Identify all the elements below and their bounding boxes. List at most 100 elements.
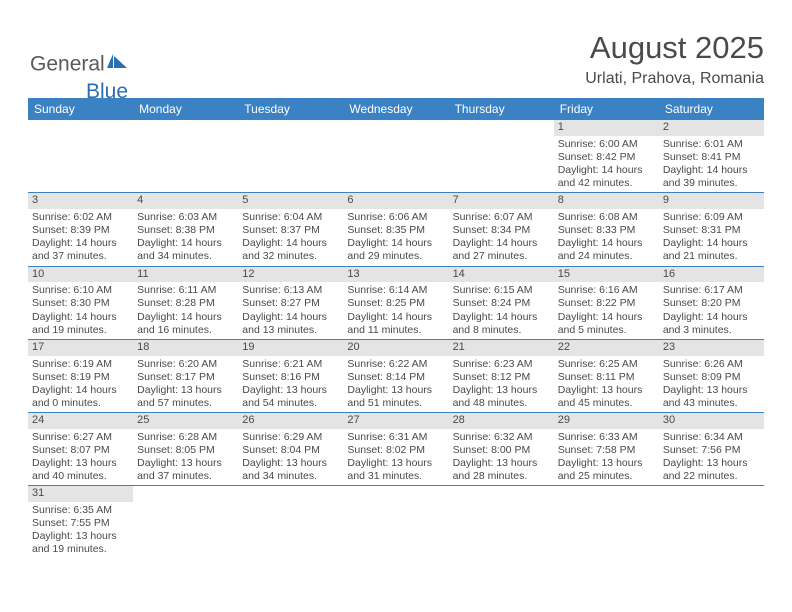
day-body: [133, 138, 238, 193]
day-info-line: [453, 151, 550, 164]
day-number: 8: [554, 193, 659, 209]
day-number: 27: [343, 413, 448, 429]
day-info-line: Daylight: 13 hours: [558, 384, 655, 397]
day-info-line: Daylight: 13 hours: [663, 457, 760, 470]
calendar-cell: 21Sunrise: 6:23 AMSunset: 8:12 PMDayligh…: [449, 339, 554, 412]
day-info-line: Daylight: 14 hours: [347, 311, 444, 324]
day-info-line: Daylight: 13 hours: [242, 384, 339, 397]
day-info-line: Sunrise: 6:07 AM: [453, 211, 550, 224]
day-info-line: and 34 minutes.: [242, 470, 339, 483]
calendar-cell: [238, 120, 343, 193]
day-info-line: [347, 138, 444, 151]
day-body: Sunrise: 6:04 AMSunset: 8:37 PMDaylight:…: [238, 211, 343, 266]
weekday-header-row: Sunday Monday Tuesday Wednesday Thursday…: [28, 98, 764, 120]
calendar-cell: [343, 120, 448, 193]
day-info-line: [558, 543, 655, 556]
day-body: [238, 138, 343, 193]
day-info-line: Daylight: 14 hours: [242, 311, 339, 324]
day-number: 12: [238, 267, 343, 283]
weekday-header: Wednesday: [343, 98, 448, 120]
calendar-cell: 29Sunrise: 6:33 AMSunset: 7:58 PMDayligh…: [554, 413, 659, 486]
weekday-header: Friday: [554, 98, 659, 120]
day-body: [238, 504, 343, 559]
day-body: Sunrise: 6:14 AMSunset: 8:25 PMDaylight:…: [343, 284, 448, 339]
day-info-line: Daylight: 14 hours: [32, 237, 129, 250]
day-number: 14: [449, 267, 554, 283]
calendar-cell: 5Sunrise: 6:04 AMSunset: 8:37 PMDaylight…: [238, 193, 343, 266]
day-info-line: and 28 minutes.: [453, 470, 550, 483]
day-info-line: Sunrise: 6:20 AM: [137, 358, 234, 371]
day-info-line: Sunset: 8:34 PM: [453, 224, 550, 237]
day-info-line: [242, 504, 339, 517]
day-number: [238, 486, 343, 502]
day-info-line: Sunset: 8:19 PM: [32, 371, 129, 384]
day-info-line: Sunrise: 6:15 AM: [453, 284, 550, 297]
day-info-line: Sunrise: 6:00 AM: [558, 138, 655, 151]
day-info-line: and 13 minutes.: [242, 324, 339, 337]
day-number: 18: [133, 340, 238, 356]
day-info-line: Sunset: 8:11 PM: [558, 371, 655, 384]
calendar-cell: [343, 486, 448, 559]
day-info-line: Daylight: 14 hours: [663, 237, 760, 250]
day-info-line: Sunset: 7:56 PM: [663, 444, 760, 457]
calendar-cell: 13Sunrise: 6:14 AMSunset: 8:25 PMDayligh…: [343, 266, 448, 339]
calendar-cell: 14Sunrise: 6:15 AMSunset: 8:24 PMDayligh…: [449, 266, 554, 339]
day-body: Sunrise: 6:13 AMSunset: 8:27 PMDaylight:…: [238, 284, 343, 339]
logo-text-2: Blue: [86, 80, 128, 104]
day-body: [554, 504, 659, 559]
flag-icon: [107, 50, 129, 74]
day-body: Sunrise: 6:23 AMSunset: 8:12 PMDaylight:…: [449, 358, 554, 413]
day-info-line: [32, 164, 129, 177]
day-info-line: Sunset: 8:41 PM: [663, 151, 760, 164]
day-info-line: Sunrise: 6:33 AM: [558, 431, 655, 444]
day-body: Sunrise: 6:22 AMSunset: 8:14 PMDaylight:…: [343, 358, 448, 413]
day-body: Sunrise: 6:20 AMSunset: 8:17 PMDaylight:…: [133, 358, 238, 413]
calendar-cell: 19Sunrise: 6:21 AMSunset: 8:16 PMDayligh…: [238, 339, 343, 412]
day-number: 24: [28, 413, 133, 429]
day-info-line: and 54 minutes.: [242, 397, 339, 410]
calendar-cell: 27Sunrise: 6:31 AMSunset: 8:02 PMDayligh…: [343, 413, 448, 486]
day-number: 1: [554, 120, 659, 136]
day-info-line: [558, 504, 655, 517]
day-info-line: Daylight: 13 hours: [137, 457, 234, 470]
calendar-cell: 8Sunrise: 6:08 AMSunset: 8:33 PMDaylight…: [554, 193, 659, 266]
day-body: Sunrise: 6:11 AMSunset: 8:28 PMDaylight:…: [133, 284, 238, 339]
day-body: Sunrise: 6:19 AMSunset: 8:19 PMDaylight:…: [28, 358, 133, 413]
day-info-line: Sunset: 8:00 PM: [453, 444, 550, 457]
day-body: Sunrise: 6:09 AMSunset: 8:31 PMDaylight:…: [659, 211, 764, 266]
day-info-line: Daylight: 14 hours: [558, 237, 655, 250]
day-info-line: Sunrise: 6:31 AM: [347, 431, 444, 444]
day-number: 16: [659, 267, 764, 283]
day-info-line: [453, 530, 550, 543]
day-number: 20: [343, 340, 448, 356]
calendar-row: 10Sunrise: 6:10 AMSunset: 8:30 PMDayligh…: [28, 266, 764, 339]
day-info-line: [137, 177, 234, 190]
day-info-line: Sunrise: 6:02 AM: [32, 211, 129, 224]
day-info-line: Daylight: 13 hours: [32, 530, 129, 543]
day-info-line: [453, 177, 550, 190]
day-info-line: and 34 minutes.: [137, 250, 234, 263]
day-info-line: Sunset: 8:05 PM: [137, 444, 234, 457]
calendar-table: Sunday Monday Tuesday Wednesday Thursday…: [28, 98, 764, 559]
day-info-line: [32, 151, 129, 164]
weekday-header: Saturday: [659, 98, 764, 120]
day-info-line: and 21 minutes.: [663, 250, 760, 263]
day-number: [449, 120, 554, 136]
day-body: Sunrise: 6:01 AMSunset: 8:41 PMDaylight:…: [659, 138, 764, 193]
day-info-line: Daylight: 13 hours: [453, 457, 550, 470]
day-info-line: Sunrise: 6:22 AM: [347, 358, 444, 371]
calendar-cell: 22Sunrise: 6:25 AMSunset: 8:11 PMDayligh…: [554, 339, 659, 412]
calendar-cell: 16Sunrise: 6:17 AMSunset: 8:20 PMDayligh…: [659, 266, 764, 339]
calendar-cell: 25Sunrise: 6:28 AMSunset: 8:05 PMDayligh…: [133, 413, 238, 486]
day-info-line: Sunrise: 6:13 AM: [242, 284, 339, 297]
day-info-line: Sunrise: 6:10 AM: [32, 284, 129, 297]
weekday-header: Monday: [133, 98, 238, 120]
day-info-line: [663, 504, 760, 517]
day-info-line: [137, 151, 234, 164]
day-info-line: Sunrise: 6:21 AM: [242, 358, 339, 371]
day-info-line: Sunrise: 6:25 AM: [558, 358, 655, 371]
day-info-line: [137, 543, 234, 556]
day-info-line: and 24 minutes.: [558, 250, 655, 263]
calendar-cell: [133, 120, 238, 193]
day-info-line: and 19 minutes.: [32, 324, 129, 337]
